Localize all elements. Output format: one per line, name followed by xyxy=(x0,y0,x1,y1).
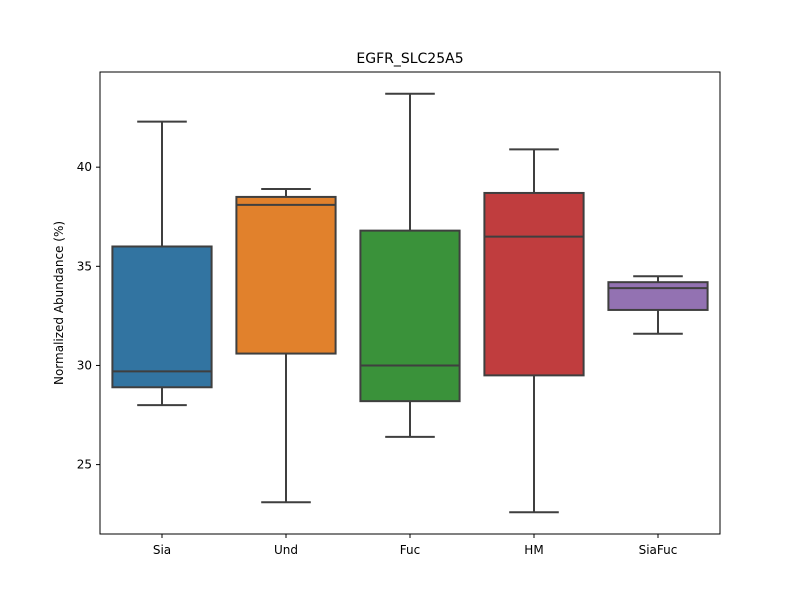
x-tick-label: Und xyxy=(274,543,298,557)
y-axis: 25 30 35 40 xyxy=(77,160,100,472)
box-iqr xyxy=(235,195,337,355)
y-tick-label: 40 xyxy=(77,160,92,174)
x-tick-label: Sia xyxy=(153,543,171,557)
x-tick-label: SiaFuc xyxy=(639,543,678,557)
y-tick-label: 25 xyxy=(77,458,92,472)
y-axis-label: Normalized Abundance (%) xyxy=(52,221,66,385)
boxes-group xyxy=(111,92,709,514)
box-siafuc xyxy=(607,275,709,335)
box-iqr xyxy=(111,245,213,389)
y-tick-label: 30 xyxy=(77,358,92,372)
x-tick-label: HM xyxy=(524,543,543,557)
x-tick-label: Fuc xyxy=(400,543,420,557)
chart-title: EGFR_SLC25A5 xyxy=(356,51,463,67)
y-tick-label: 35 xyxy=(77,259,92,273)
box-und xyxy=(235,187,337,504)
plot-frame xyxy=(99,71,721,535)
box-fuc xyxy=(359,92,461,438)
box-iqr xyxy=(483,191,585,377)
box-sia xyxy=(111,120,213,407)
x-axis: Sia Und Fuc HM SiaFuc xyxy=(153,534,678,557)
box-hm xyxy=(483,148,585,514)
box-iqr xyxy=(607,281,709,311)
box-iqr xyxy=(359,229,461,403)
